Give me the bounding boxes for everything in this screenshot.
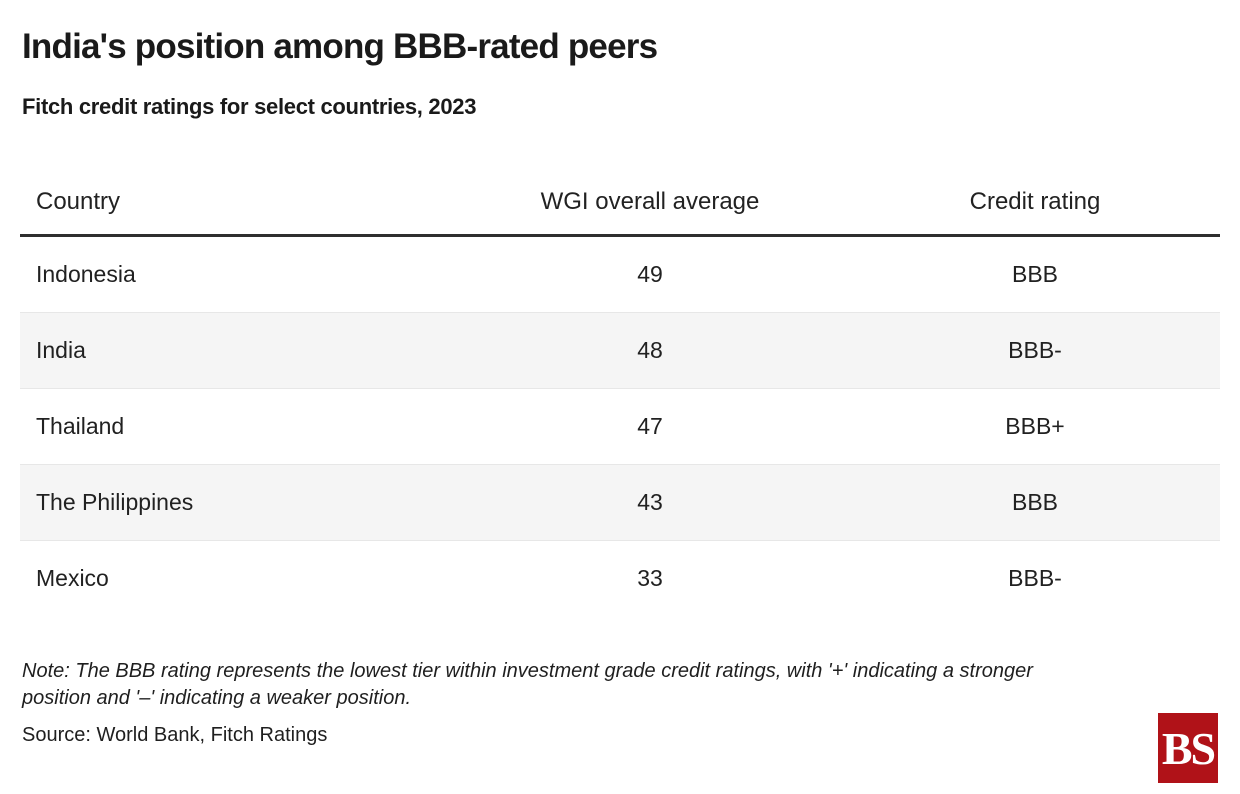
page-title: India's position among BBB-rated peers	[22, 27, 658, 66]
business-standard-logo-text: BS	[1161, 722, 1216, 774]
rating-cell: BBB-	[850, 312, 1220, 389]
table-row: Thailand 47 BBB+	[20, 388, 1220, 465]
ratings-table: Country WGI overall average Credit ratin…	[20, 170, 1220, 616]
rating-cell: BBB	[850, 235, 1220, 313]
table-row: Mexico 33 BBB-	[20, 541, 1220, 617]
wgi-cell: 43	[450, 464, 850, 541]
table-body: Indonesia 49 BBB India 48 BBB- Thailand …	[20, 235, 1220, 617]
column-header-rating: Credit rating	[850, 170, 1220, 237]
column-header-wgi: WGI overall average	[450, 170, 850, 237]
country-cell: Mexico	[36, 565, 109, 591]
table-row: India 48 BBB-	[20, 312, 1220, 389]
rating-cell: BBB	[850, 464, 1220, 541]
wgi-cell: 47	[450, 388, 850, 465]
country-cell: Thailand	[20, 388, 450, 465]
country-cell: Indonesia	[20, 235, 450, 313]
table-row: The Philippines 43 BBB	[20, 464, 1220, 541]
wgi-cell: 33	[637, 565, 663, 591]
business-standard-logo: BS	[1158, 713, 1218, 783]
country-cell: The Philippines	[20, 464, 450, 541]
table-header-row: Country WGI overall average Credit ratin…	[20, 170, 1220, 237]
country-cell: India	[20, 312, 450, 389]
column-header-country: Country	[20, 170, 450, 237]
infographic-page: India's position among BBB-rated peers F…	[0, 26, 1240, 794]
page-subtitle: Fitch credit ratings for select countrie…	[22, 94, 477, 119]
rating-cell: BBB+	[850, 388, 1220, 465]
footnote: Note: The BBB rating represents the lowe…	[22, 660, 1033, 709]
wgi-cell: 48	[450, 312, 850, 389]
table-header: Country WGI overall average Credit ratin…	[20, 170, 1220, 237]
rating-cell: BBB-	[1008, 565, 1062, 591]
wgi-cell: 49	[450, 235, 850, 313]
table-row: Indonesia 49 BBB	[20, 235, 1220, 313]
source-line: Source: World Bank, Fitch Ratings	[22, 724, 328, 746]
